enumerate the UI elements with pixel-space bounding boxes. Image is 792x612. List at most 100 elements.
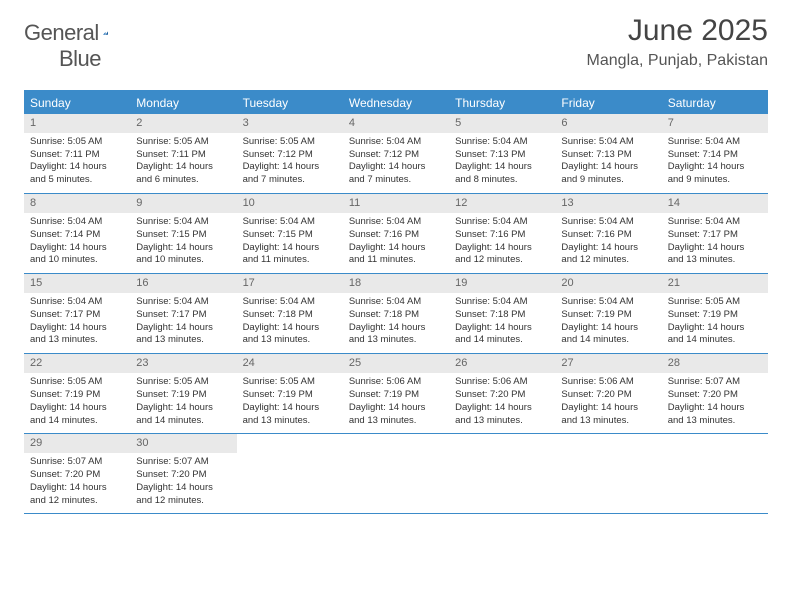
sunset-line: Sunset: 7:19 PM	[349, 389, 443, 402]
day-body: Sunrise: 5:04 AMSunset: 7:17 PMDaylight:…	[24, 293, 130, 353]
day-number: 11	[343, 194, 449, 213]
sunset-line: Sunset: 7:17 PM	[30, 309, 124, 322]
sunrise-line: Sunrise: 5:04 AM	[561, 216, 655, 229]
day-cell: 18Sunrise: 5:04 AMSunset: 7:18 PMDayligh…	[343, 274, 449, 353]
sunset-line: Sunset: 7:17 PM	[136, 309, 230, 322]
day-number: 4	[343, 114, 449, 133]
daylight-line: Daylight: 14 hours and 7 minutes.	[349, 161, 443, 187]
day-body: Sunrise: 5:04 AMSunset: 7:19 PMDaylight:…	[555, 293, 661, 353]
sunrise-line: Sunrise: 5:04 AM	[561, 136, 655, 149]
sunset-line: Sunset: 7:15 PM	[243, 229, 337, 242]
daylight-line: Daylight: 14 hours and 12 minutes.	[561, 242, 655, 268]
day-body: Sunrise: 5:04 AMSunset: 7:16 PMDaylight:…	[343, 213, 449, 273]
day-cell: 8Sunrise: 5:04 AMSunset: 7:14 PMDaylight…	[24, 194, 130, 273]
sunset-line: Sunset: 7:11 PM	[30, 149, 124, 162]
sunset-line: Sunset: 7:20 PM	[455, 389, 549, 402]
day-body: Sunrise: 5:04 AMSunset: 7:15 PMDaylight:…	[130, 213, 236, 273]
day-number	[449, 434, 555, 453]
day-body: Sunrise: 5:05 AMSunset: 7:11 PMDaylight:…	[130, 133, 236, 193]
day-body: Sunrise: 5:04 AMSunset: 7:14 PMDaylight:…	[662, 133, 768, 193]
sunrise-line: Sunrise: 5:05 AM	[668, 296, 762, 309]
sunrise-line: Sunrise: 5:04 AM	[455, 136, 549, 149]
day-number: 22	[24, 354, 130, 373]
sunset-line: Sunset: 7:16 PM	[349, 229, 443, 242]
sunset-line: Sunset: 7:20 PM	[30, 469, 124, 482]
day-number	[555, 434, 661, 453]
header: General June 2025 Mangla, Punjab, Pakist…	[24, 14, 768, 70]
sunrise-line: Sunrise: 5:04 AM	[136, 296, 230, 309]
daylight-line: Daylight: 14 hours and 13 minutes.	[561, 402, 655, 428]
week-row: 29Sunrise: 5:07 AMSunset: 7:20 PMDayligh…	[24, 434, 768, 514]
day-cell: 11Sunrise: 5:04 AMSunset: 7:16 PMDayligh…	[343, 194, 449, 273]
daylight-line: Daylight: 14 hours and 14 minutes.	[561, 322, 655, 348]
day-cell: 4Sunrise: 5:04 AMSunset: 7:12 PMDaylight…	[343, 114, 449, 193]
sunrise-line: Sunrise: 5:07 AM	[136, 456, 230, 469]
day-cell: 19Sunrise: 5:04 AMSunset: 7:18 PMDayligh…	[449, 274, 555, 353]
day-header-cell: Monday	[130, 92, 236, 114]
day-body: Sunrise: 5:04 AMSunset: 7:12 PMDaylight:…	[343, 133, 449, 193]
daylight-line: Daylight: 14 hours and 13 minutes.	[243, 402, 337, 428]
day-number: 12	[449, 194, 555, 213]
day-number: 25	[343, 354, 449, 373]
day-number: 5	[449, 114, 555, 133]
daylight-line: Daylight: 14 hours and 6 minutes.	[136, 161, 230, 187]
sunrise-line: Sunrise: 5:04 AM	[561, 296, 655, 309]
sunset-line: Sunset: 7:18 PM	[349, 309, 443, 322]
daylight-line: Daylight: 14 hours and 13 minutes.	[349, 322, 443, 348]
sunrise-line: Sunrise: 5:04 AM	[668, 216, 762, 229]
sunset-line: Sunset: 7:19 PM	[30, 389, 124, 402]
day-body: Sunrise: 5:07 AMSunset: 7:20 PMDaylight:…	[24, 453, 130, 513]
day-header-cell: Tuesday	[237, 92, 343, 114]
daylight-line: Daylight: 14 hours and 14 minutes.	[30, 402, 124, 428]
day-cell	[449, 434, 555, 513]
day-number: 18	[343, 274, 449, 293]
day-body: Sunrise: 5:05 AMSunset: 7:19 PMDaylight:…	[237, 373, 343, 433]
sunset-line: Sunset: 7:14 PM	[30, 229, 124, 242]
sunrise-line: Sunrise: 5:04 AM	[243, 296, 337, 309]
sunrise-line: Sunrise: 5:05 AM	[136, 376, 230, 389]
brand-logo: General	[24, 20, 131, 46]
calendar: SundayMondayTuesdayWednesdayThursdayFrid…	[24, 90, 768, 514]
sunset-line: Sunset: 7:20 PM	[136, 469, 230, 482]
sunrise-line: Sunrise: 5:05 AM	[136, 136, 230, 149]
day-cell: 27Sunrise: 5:06 AMSunset: 7:20 PMDayligh…	[555, 354, 661, 433]
daylight-line: Daylight: 14 hours and 9 minutes.	[561, 161, 655, 187]
sunrise-line: Sunrise: 5:04 AM	[136, 216, 230, 229]
sunrise-line: Sunrise: 5:04 AM	[30, 216, 124, 229]
sunrise-line: Sunrise: 5:04 AM	[668, 136, 762, 149]
day-body: Sunrise: 5:07 AMSunset: 7:20 PMDaylight:…	[130, 453, 236, 513]
day-cell: 9Sunrise: 5:04 AMSunset: 7:15 PMDaylight…	[130, 194, 236, 273]
sunset-line: Sunset: 7:18 PM	[455, 309, 549, 322]
day-cell	[662, 434, 768, 513]
sunset-line: Sunset: 7:19 PM	[668, 309, 762, 322]
daylight-line: Daylight: 14 hours and 10 minutes.	[30, 242, 124, 268]
location-text: Mangla, Punjab, Pakistan	[587, 52, 768, 70]
day-body: Sunrise: 5:04 AMSunset: 7:17 PMDaylight:…	[662, 213, 768, 273]
daylight-line: Daylight: 14 hours and 12 minutes.	[30, 482, 124, 508]
day-number: 27	[555, 354, 661, 373]
day-body: Sunrise: 5:05 AMSunset: 7:19 PMDaylight:…	[662, 293, 768, 353]
sunset-line: Sunset: 7:13 PM	[561, 149, 655, 162]
day-number: 26	[449, 354, 555, 373]
sunset-line: Sunset: 7:15 PM	[136, 229, 230, 242]
day-number: 10	[237, 194, 343, 213]
day-body: Sunrise: 5:05 AMSunset: 7:19 PMDaylight:…	[24, 373, 130, 433]
day-number: 29	[24, 434, 130, 453]
daylight-line: Daylight: 14 hours and 10 minutes.	[136, 242, 230, 268]
day-cell: 28Sunrise: 5:07 AMSunset: 7:20 PMDayligh…	[662, 354, 768, 433]
day-number: 30	[130, 434, 236, 453]
brand-icon	[103, 24, 108, 42]
day-body: Sunrise: 5:04 AMSunset: 7:18 PMDaylight:…	[343, 293, 449, 353]
day-cell: 30Sunrise: 5:07 AMSunset: 7:20 PMDayligh…	[130, 434, 236, 513]
sunrise-line: Sunrise: 5:04 AM	[455, 216, 549, 229]
daylight-line: Daylight: 14 hours and 11 minutes.	[349, 242, 443, 268]
day-cell: 16Sunrise: 5:04 AMSunset: 7:17 PMDayligh…	[130, 274, 236, 353]
day-cell: 17Sunrise: 5:04 AMSunset: 7:18 PMDayligh…	[237, 274, 343, 353]
day-number: 9	[130, 194, 236, 213]
day-number: 20	[555, 274, 661, 293]
sunrise-line: Sunrise: 5:07 AM	[668, 376, 762, 389]
page-title: June 2025	[587, 14, 768, 48]
day-body: Sunrise: 5:04 AMSunset: 7:13 PMDaylight:…	[449, 133, 555, 193]
day-cell: 5Sunrise: 5:04 AMSunset: 7:13 PMDaylight…	[449, 114, 555, 193]
page: General June 2025 Mangla, Punjab, Pakist…	[0, 0, 792, 528]
